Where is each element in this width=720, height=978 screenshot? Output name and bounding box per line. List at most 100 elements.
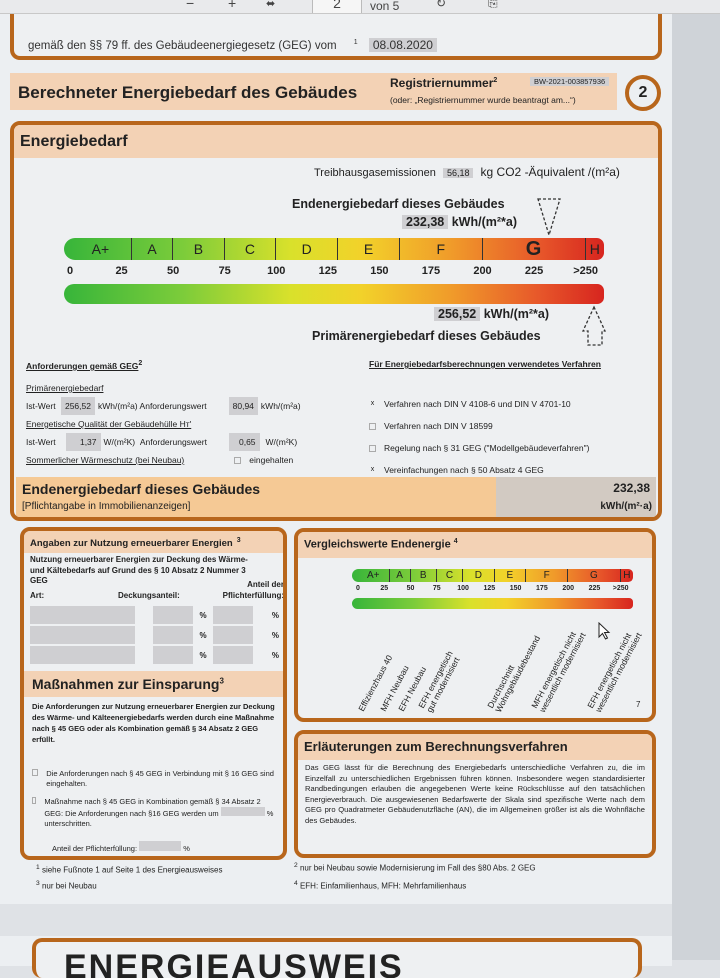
energy-class-scale: A+ A B C D E F G H bbox=[64, 238, 604, 260]
option-label: Vereinfachungen nach § 50 Absatz 4 GEG bbox=[384, 465, 544, 475]
option2-checkbox[interactable] bbox=[32, 797, 37, 804]
comparison-gradient-bar bbox=[352, 598, 633, 609]
col-deckung: Deckungsanteil: bbox=[118, 591, 180, 600]
scrollbar[interactable] bbox=[672, 14, 720, 960]
unit: W/(m²K) bbox=[265, 436, 298, 447]
comparison-label: EFH energetisch gut modernisiert bbox=[416, 649, 462, 714]
zoom-out-button[interactable]: − bbox=[186, 0, 195, 11]
tick-label: 175 bbox=[536, 585, 548, 592]
rotate-icon[interactable]: ↻ bbox=[436, 0, 447, 10]
primary-energy-value[interactable]: 256,52 bbox=[434, 307, 481, 321]
anforderungen-title: Anforderungen gemäß GEG bbox=[26, 360, 139, 371]
issue-date-box: gemäß den §§ 79 ff. des Gebäudeenergiege… bbox=[10, 14, 662, 60]
verfahren-option[interactable]: x Verfahren nach DIN V 4108-6 und DIN V 4… bbox=[369, 395, 654, 413]
primary-anf-field[interactable]: 80,94 bbox=[228, 396, 258, 415]
copy-icon[interactable]: ⎘ bbox=[488, 0, 498, 10]
option1-label: Die Anforderungen nach § 45 GEG in Verbi… bbox=[46, 769, 274, 788]
ht-ist-field[interactable]: 1,37 bbox=[65, 432, 101, 451]
art-field[interactable] bbox=[30, 626, 135, 644]
deckung-field[interactable] bbox=[153, 606, 193, 624]
tick-label: 125 bbox=[318, 265, 337, 277]
zoom-in-button[interactable]: + bbox=[228, 0, 237, 11]
end-energy-unit: kWh/(m²*a) bbox=[451, 215, 517, 229]
anteil-field[interactable] bbox=[139, 841, 182, 851]
erneuerbar-table: %%%%%% bbox=[30, 605, 283, 665]
next-page-title: ENERGIEAUSWEIS bbox=[64, 948, 404, 978]
tick-label: 50 bbox=[406, 585, 415, 592]
deckung-field[interactable] bbox=[153, 626, 193, 644]
verfahren-option[interactable]: Regelung nach § 31 GEG ("Modellgebäudeve… bbox=[369, 439, 654, 457]
energy-class-Aplus: A+ bbox=[358, 569, 390, 582]
tick-label: 75 bbox=[218, 265, 231, 277]
energy-class-C: C bbox=[437, 569, 464, 582]
footnote-ref: 1 bbox=[353, 39, 358, 47]
option-label: Verfahren nach DIN V 4108-6 und DIN V 47… bbox=[384, 399, 571, 409]
energy-class-C: C bbox=[225, 238, 277, 260]
energy-class-Aplus: A+ bbox=[70, 238, 132, 260]
page-total: von 5 bbox=[370, 0, 400, 13]
tick-label: 50 bbox=[167, 265, 180, 277]
ht-anf-field[interactable]: 0,65 bbox=[228, 432, 260, 451]
co2-label: Treibhausgasemissionen bbox=[314, 167, 436, 179]
checkbox[interactable] bbox=[369, 445, 376, 453]
anteil-field[interactable] bbox=[213, 626, 253, 644]
anteil-field[interactable] bbox=[213, 606, 253, 624]
anteil-label: Anteil der Pflichterfüllung: bbox=[52, 844, 138, 853]
verfahren-option[interactable]: Verfahren nach DIN V 18599 bbox=[369, 417, 654, 435]
page-number-input[interactable]: 2 bbox=[312, 0, 362, 13]
deckung-field[interactable] bbox=[153, 646, 193, 664]
tick-label: >250 bbox=[612, 585, 629, 592]
art-field[interactable] bbox=[30, 606, 135, 624]
footnote-ref: 2 bbox=[138, 360, 143, 367]
sommer-check-label: eingehalten bbox=[249, 454, 294, 465]
erneuerbar-row: %% bbox=[30, 625, 283, 645]
unit: kWh/(m²a) bbox=[260, 400, 301, 411]
summary-value: 232,38 bbox=[613, 481, 650, 495]
energy-class-B: B bbox=[411, 569, 437, 582]
energy-class-H: H bbox=[589, 241, 600, 257]
erlaeuterung-box: Erläuterungen zum Berechnungsverfahren D… bbox=[294, 730, 656, 858]
energy-class-F: F bbox=[526, 569, 569, 582]
primary-ist-field[interactable]: 256,52 bbox=[60, 396, 95, 415]
erneuerbar-title: Angaben zur Nutzung erneuerbarer Energie… bbox=[30, 538, 233, 550]
footnote-ref: 2 bbox=[493, 77, 498, 84]
option2-suffix: % unterschritten. bbox=[44, 809, 274, 828]
tick-label: 150 bbox=[370, 265, 389, 277]
art-field[interactable] bbox=[30, 646, 135, 664]
sommer-checkbox[interactable] bbox=[234, 457, 242, 465]
section-header: Berechneter Energiebedarf des Gebäudes R… bbox=[10, 73, 617, 110]
end-energy-value[interactable]: 232,38 bbox=[402, 215, 449, 229]
verfahren-option[interactable]: x Vereinfachungen nach § 50 Absatz 4 GEG bbox=[369, 461, 654, 479]
tick-label: 25 bbox=[115, 265, 128, 277]
sommer-label: Sommerlicher Wärmeschutz (bei Neubau) bbox=[26, 454, 185, 465]
page-badge: 2 bbox=[625, 75, 661, 111]
unterschritten-field[interactable] bbox=[220, 807, 265, 816]
erneuerbar-box: Angaben zur Nutzung erneuerbarer Energie… bbox=[20, 527, 287, 860]
reg-hint: (oder: „Registriernummer wurde beantragt… bbox=[390, 95, 576, 105]
anf-label: Anforderungswert bbox=[139, 400, 207, 411]
erlaeuterung-title: Erläuterungen zum Berechnungsverfahren bbox=[298, 734, 652, 760]
checkbox[interactable] bbox=[369, 423, 376, 431]
col-anteil: Anteil der Pflichterfüllung: bbox=[222, 580, 284, 600]
summary-title: Endenergiebedarf dieses Gebäudes bbox=[22, 481, 261, 497]
co2-value[interactable]: 56,18 bbox=[442, 168, 474, 178]
anteil-field[interactable] bbox=[213, 646, 253, 664]
checkbox[interactable]: x bbox=[370, 466, 375, 474]
issue-date-field[interactable]: 08.08.2020 bbox=[368, 38, 437, 52]
reg-number-field[interactable]: BW-2021-003857936 bbox=[530, 77, 610, 86]
energy-class-E: E bbox=[338, 238, 400, 260]
tick-label: 25 bbox=[380, 585, 389, 592]
primary-energy-label: Primärenergiebedarf dieses Gebäudes bbox=[312, 329, 541, 343]
next-page-box: ENERGIEAUSWEIS bbox=[32, 938, 642, 978]
footnote: 3 nur bei Neubau bbox=[36, 880, 97, 891]
footnote-ref: 3 bbox=[236, 537, 241, 544]
energy-class-G: G bbox=[568, 569, 621, 582]
page-title: Berechneter Energiebedarf des Gebäudes bbox=[18, 83, 358, 102]
footnote-ref: 4 bbox=[453, 538, 458, 545]
primary-energy-marker-icon bbox=[581, 305, 607, 347]
option1-checkbox[interactable] bbox=[32, 769, 39, 776]
fit-width-icon[interactable]: ⬌ bbox=[266, 0, 276, 10]
checkbox[interactable]: x bbox=[370, 400, 375, 408]
tick-label: 150 bbox=[509, 585, 522, 592]
energy-class-D: D bbox=[276, 238, 339, 260]
